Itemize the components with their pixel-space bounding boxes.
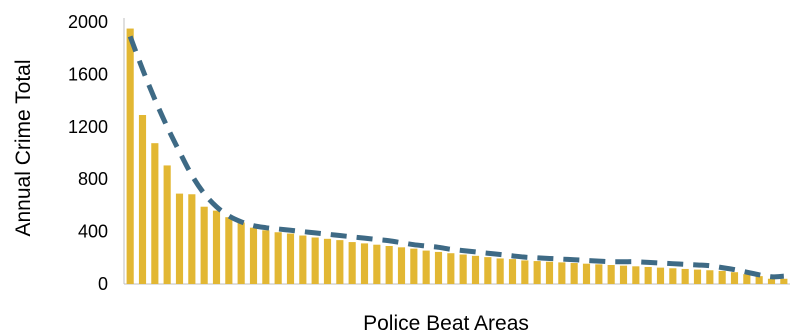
bar	[669, 268, 677, 284]
bar	[656, 267, 665, 285]
bar	[262, 230, 270, 284]
bar	[311, 237, 319, 284]
bar	[508, 259, 517, 284]
y-tick-label: 2000	[68, 12, 108, 32]
bar	[619, 265, 628, 284]
bar-series	[126, 28, 788, 285]
bar	[558, 262, 566, 284]
bar	[373, 244, 381, 284]
y-tick-label: 800	[78, 169, 108, 189]
bar	[607, 265, 615, 284]
bar	[151, 143, 159, 284]
bar	[730, 272, 739, 284]
bar	[521, 260, 529, 284]
bar	[385, 246, 393, 284]
bar	[360, 243, 369, 284]
bar	[706, 270, 714, 284]
bar	[212, 210, 221, 284]
bar	[447, 253, 455, 284]
bar	[743, 274, 751, 284]
bar	[434, 251, 443, 284]
bar	[693, 269, 702, 284]
y-tick-label: 1200	[68, 117, 108, 137]
bar	[681, 268, 689, 284]
bar	[336, 240, 344, 284]
x-axis-title: Police Beat Areas	[363, 312, 529, 335]
bar	[533, 261, 541, 284]
bar	[274, 232, 282, 284]
bar	[323, 238, 332, 284]
bar	[249, 227, 258, 284]
bar	[225, 217, 233, 284]
bar	[570, 263, 578, 284]
y-axis-ticks: 2000 1600 1200 800 400 0	[68, 12, 108, 294]
bar	[496, 258, 504, 284]
bar	[545, 261, 554, 284]
bar	[126, 28, 134, 284]
bar	[188, 194, 196, 284]
bar	[237, 222, 245, 284]
bar	[200, 206, 208, 284]
y-tick-label: 0	[98, 274, 108, 294]
bar	[780, 278, 788, 284]
bar	[459, 254, 467, 284]
bar	[644, 266, 652, 284]
bar	[471, 255, 480, 284]
bar	[286, 233, 295, 284]
y-axis-title: Annual Crime Total	[12, 59, 35, 236]
bar	[484, 257, 492, 284]
bar	[299, 235, 307, 284]
bar	[595, 264, 603, 284]
bar	[163, 165, 171, 284]
bar	[348, 242, 356, 284]
bar	[767, 278, 776, 284]
bar	[632, 266, 640, 284]
bar	[582, 263, 591, 284]
bar	[138, 115, 147, 284]
bar	[718, 270, 726, 284]
y-tick-label: 400	[78, 222, 108, 242]
bar	[397, 247, 406, 284]
y-tick-label: 1600	[68, 64, 108, 84]
trend-line	[127, 35, 785, 280]
bar	[422, 250, 430, 284]
bar	[410, 248, 418, 284]
bar	[755, 276, 763, 284]
bar	[175, 193, 184, 284]
